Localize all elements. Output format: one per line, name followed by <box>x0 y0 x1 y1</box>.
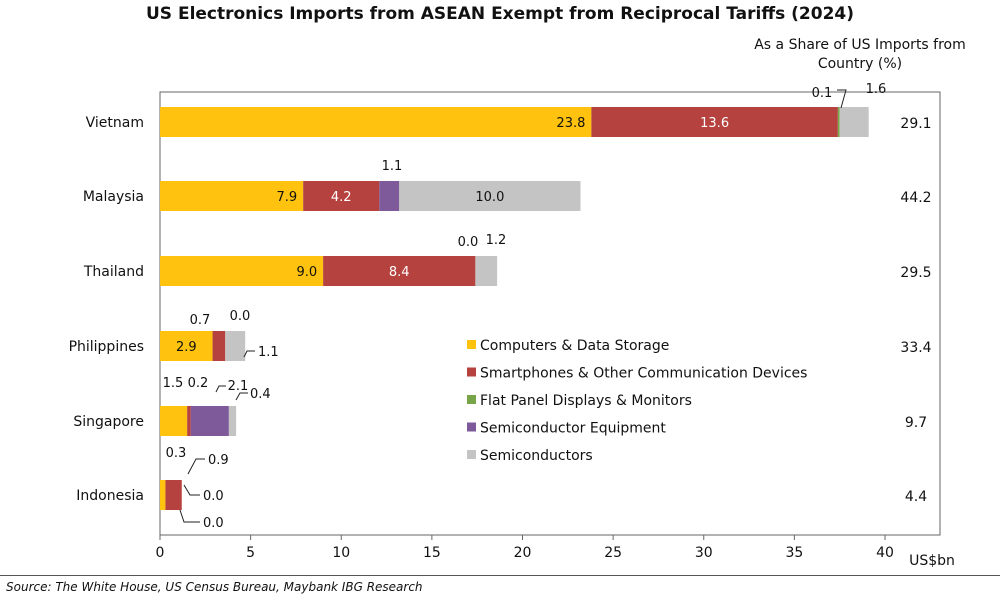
share-value-vietnam: 29.1 <box>900 116 931 132</box>
plot-area-frame <box>159 91 941 536</box>
data-label-indonesia-0: 0.3 <box>166 446 187 461</box>
bar-segment-singapore-3 <box>190 406 229 436</box>
category-label-vietnam: Vietnam <box>86 115 144 131</box>
category-label-singapore: Singapore <box>73 414 144 430</box>
bar-segment-singapore-0 <box>160 406 188 436</box>
x-tick-label: 20 <box>514 545 532 561</box>
x-tick-label: 5 <box>246 545 255 561</box>
data-label-philippines-0: 2.9 <box>176 340 197 355</box>
leader-line <box>243 350 255 358</box>
leader-line <box>837 89 847 109</box>
data-label-malaysia-4: 10.0 <box>475 190 504 205</box>
chart-title: US Electronics Imports from ASEAN Exempt… <box>145 4 854 24</box>
legend-swatch <box>467 340 476 349</box>
data-label-thailand-1: 8.4 <box>389 265 410 280</box>
bar-segment-indonesia-0 <box>160 480 166 510</box>
data-label-thailand-0: 9.0 <box>296 265 317 280</box>
data-label-singapore-1: 0.2 <box>188 376 209 391</box>
bar-segment-philippines-1 <box>212 331 226 361</box>
bar-segment-thailand-4 <box>475 256 498 286</box>
data-label-indonesia-1: 0.9 <box>208 453 229 468</box>
data-label-indonesia-4: 0.0 <box>203 516 224 531</box>
legend-swatch <box>467 367 476 377</box>
data-label-singapore-3: 2.1 <box>228 379 249 394</box>
bar-segment-vietnam-1 <box>591 107 838 137</box>
data-label-malaysia-0: 7.9 <box>277 190 298 205</box>
data-label-malaysia-3: 1.1 <box>382 159 403 174</box>
bar-segment-malaysia-4 <box>399 181 581 211</box>
bar-segment-malaysia-3 <box>379 181 400 211</box>
share-value-philippines: 33.4 <box>900 340 931 356</box>
data-label-vietnam-4: 1.6 <box>866 82 887 97</box>
category-label-malaysia: Malaysia <box>83 189 144 205</box>
bar-segment-philippines-0 <box>160 331 213 361</box>
data-label-thailand-4: 1.2 <box>486 233 507 248</box>
data-label-vietnam-2: 0.1 <box>812 86 833 101</box>
data-label-philippines-1: 0.7 <box>190 313 211 328</box>
data-label-vietnam-0: 23.8 <box>556 116 585 131</box>
category-label-indonesia: Indonesia <box>76 488 144 504</box>
legend-label: Semiconductors <box>480 448 593 464</box>
leader-line <box>179 509 200 523</box>
share-column-header: As a Share of US Imports from Country (%… <box>754 37 966 72</box>
share-value-malaysia: 44.2 <box>900 190 931 206</box>
bar-segment-singapore-1 <box>187 406 191 436</box>
bar-segment-indonesia-1 <box>165 480 182 510</box>
legend-label: Computers & Data Storage <box>480 338 669 354</box>
bar-segment-thailand-1 <box>323 256 476 286</box>
legend-label: Smartphones & Other Communication Device… <box>480 366 807 382</box>
data-label-philippines-4: 1.1 <box>258 345 279 360</box>
data-label-vietnam-1: 13.6 <box>700 116 729 131</box>
legend-swatch <box>467 450 476 459</box>
legend-label: Flat Panel Displays & Monitors <box>480 393 692 409</box>
x-tick-label: 30 <box>695 545 713 561</box>
leader-line <box>187 458 205 475</box>
footer-divider <box>0 575 1000 576</box>
category-label-thailand: Thailand <box>83 264 144 280</box>
x-tick-label: 15 <box>423 545 441 561</box>
bar-segment-thailand-0 <box>160 256 324 286</box>
x-tick-label: 35 <box>785 545 803 561</box>
share-value-singapore: 9.7 <box>905 415 927 431</box>
bar-segment-malaysia-1 <box>303 181 380 211</box>
data-label-malaysia-1: 4.2 <box>331 190 352 205</box>
bar-segment-vietnam-4 <box>839 107 869 137</box>
leader-line <box>215 385 226 393</box>
bar-segment-vietnam-2 <box>837 107 840 137</box>
x-tick-label: 40 <box>876 545 894 561</box>
leader-line <box>235 392 248 401</box>
category-label-philippines: Philippines <box>69 339 144 355</box>
legend-swatch <box>467 395 476 404</box>
leader-line <box>183 484 200 496</box>
x-tick-label: 10 <box>332 545 350 561</box>
x-axis-unit-label: US$bn <box>909 553 955 569</box>
x-tick-label: 25 <box>604 545 622 561</box>
share-value-indonesia: 4.4 <box>905 489 927 505</box>
x-tick-label: 0 <box>156 545 165 561</box>
bar-segment-philippines-4 <box>225 331 246 361</box>
data-label-thailand-2: 0.0 <box>458 235 479 250</box>
source-note: Source: The White House, US Census Burea… <box>6 580 423 594</box>
data-label-philippines-2: 0.0 <box>230 309 251 324</box>
bar-segment-vietnam-0 <box>160 107 592 137</box>
legend-label: Semiconductor Equipment <box>480 421 666 437</box>
share-value-thailand: 29.5 <box>900 265 931 281</box>
bar-segment-singapore-4 <box>228 406 237 436</box>
data-label-indonesia-2: 0.0 <box>203 489 224 504</box>
legend-swatch <box>467 422 476 432</box>
bar-segment-malaysia-0 <box>160 181 304 211</box>
data-label-singapore-4: 0.4 <box>250 387 271 402</box>
data-label-singapore-0: 1.5 <box>163 376 184 391</box>
